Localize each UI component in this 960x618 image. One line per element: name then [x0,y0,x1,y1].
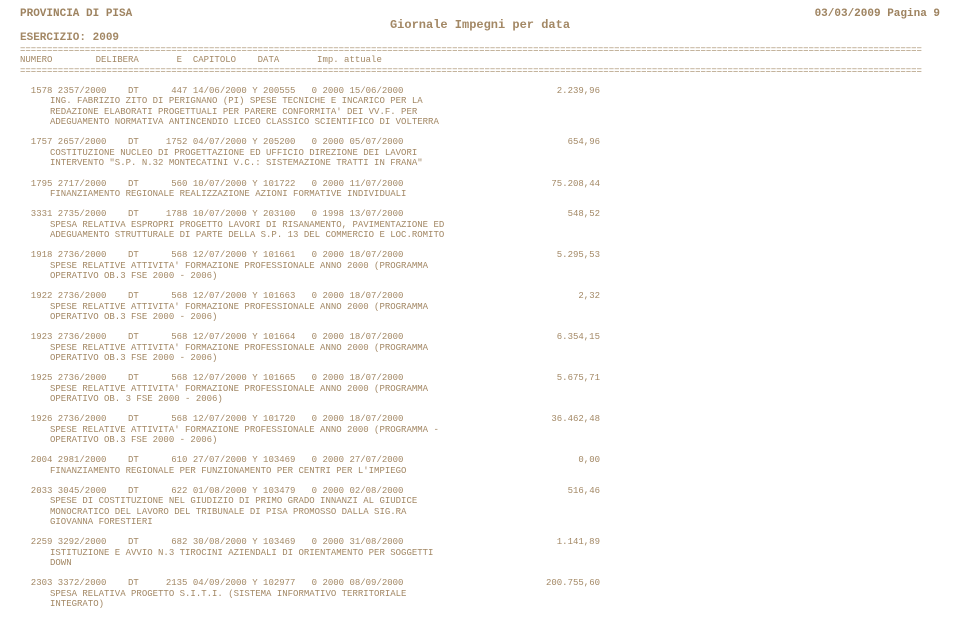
entry-amount: 1.141,89 [557,537,940,547]
entry-description: SPESE RELATIVE ATTIVITA' FORMAZIONE PROF… [20,425,450,446]
entry-description: SPESE RELATIVE ATTIVITA' FORMAZIONE PROF… [20,302,450,323]
entry-head: 2004 2981/2000 DT 610 27/07/2000 Y 10346… [20,455,403,465]
entry-amount: 0,00 [578,455,940,465]
entry-head: 1918 2736/2000 DT 568 12/07/2000 Y 10166… [20,250,403,260]
entry-description: SPESE RELATIVE ATTIVITA' FORMAZIONE PROF… [20,261,450,282]
entry-head: 1757 2657/2000 DT 1752 04/07/2000 Y 2052… [20,137,403,147]
entry-head: 1923 2736/2000 DT 568 12/07/2000 Y 10166… [20,332,403,342]
entry-description: SPESE RELATIVE ATTIVITA' FORMAZIONE PROF… [20,384,450,405]
entry-head: 2259 3292/2000 DT 682 30/08/2000 Y 10346… [20,537,403,547]
entry-description: FINANZIAMENTO REGIONALE PER FUNZIONAMENT… [20,466,450,476]
entry-description: SPESE RELATIVE ATTIVITA' FORMAZIONE PROF… [20,343,450,364]
entry-amount: 548,52 [568,209,940,219]
journal-entry: 1578 2357/2000 DT 447 14/06/2000 Y 20055… [20,86,940,127]
journal-entry: 1757 2657/2000 DT 1752 04/07/2000 Y 2052… [20,137,940,168]
journal-entry: 1925 2736/2000 DT 568 12/07/2000 Y 10166… [20,373,940,404]
entry-description: FINANZIAMENTO REGIONALE REALIZZAZIONE AZ… [20,189,450,199]
entry-head: 3331 2735/2000 DT 1788 10/07/2000 Y 2031… [20,209,403,219]
entry-description: SPESA RELATIVA PROGETTO S.I.T.I. (SISTEM… [20,589,450,610]
entry-description: SPESE DI COSTITUZIONE NEL GIUDIZIO DI PR… [20,496,450,527]
entry-description: ISTITUZIONE E AVVIO N.3 TIROCINI AZIENDA… [20,548,450,569]
entry-head: 1922 2736/2000 DT 568 12/07/2000 Y 10166… [20,291,403,301]
entry-amount: 75.208,44 [551,179,940,189]
entry-amount: 5.295,53 [557,250,940,260]
entry-amount: 36.462,48 [551,414,940,424]
entry-amount: 654,96 [568,137,940,147]
entry-head: 1578 2357/2000 DT 447 14/06/2000 Y 20055… [20,86,403,96]
journal-entry: 2004 2981/2000 DT 610 27/07/2000 Y 10346… [20,455,940,476]
entry-amount: 2.239,96 [557,86,940,96]
entry-head: 1795 2717/2000 DT 560 10/07/2000 Y 10172… [20,179,403,189]
entry-amount: 6.354,15 [557,332,940,342]
journal-entry: 1918 2736/2000 DT 568 12/07/2000 Y 10166… [20,250,940,281]
entry-amount: 5.675,71 [557,373,940,383]
entry-description: ING. FABRIZIO ZITO DI PERIGNANO (PI) SPE… [20,96,450,127]
entry-head: 2303 3372/2000 DT 2135 04/09/2000 Y 1029… [20,578,403,588]
entry-amount: 200.755,60 [546,578,940,588]
entry-head: 1926 2736/2000 DT 568 12/07/2000 Y 10172… [20,414,403,424]
journal-entry: 3331 2735/2000 DT 1788 10/07/2000 Y 2031… [20,209,940,240]
header-right: 03/03/2009 Pagina 9 [815,8,940,21]
entry-amount: 2,32 [578,291,940,301]
journal-entry: 2033 3045/2000 DT 622 01/08/2000 Y 10347… [20,486,940,527]
page-title: Giornale Impegni per data [20,19,940,33]
entry-amount: 516,46 [568,486,940,496]
column-headers: NUMERO DELIBERA E CAPITOLO DATA Imp. att… [20,55,940,65]
journal-entry: 2259 3292/2000 DT 682 30/08/2000 Y 10346… [20,537,940,568]
entry-description: SPESA RELATIVA ESPROPRI PROGETTO LAVORI … [20,220,450,241]
entry-head: 2033 3045/2000 DT 622 01/08/2000 Y 10347… [20,486,403,496]
journal-entry: 1922 2736/2000 DT 568 12/07/2000 Y 10166… [20,291,940,322]
journal-entry: 2303 3372/2000 DT 2135 04/09/2000 Y 1029… [20,578,940,609]
journal-entry: 1795 2717/2000 DT 560 10/07/2000 Y 10172… [20,179,940,200]
journal-entry: 1923 2736/2000 DT 568 12/07/2000 Y 10166… [20,332,940,363]
header-left: PROVINCIA DI PISA [20,8,132,21]
divider-top: ========================================… [20,45,940,55]
journal-entry: 1926 2736/2000 DT 568 12/07/2000 Y 10172… [20,414,940,445]
esercizio: ESERCIZIO: 2009 [20,32,940,45]
entry-head: 1925 2736/2000 DT 568 12/07/2000 Y 10166… [20,373,403,383]
divider-bottom: ========================================… [20,66,940,76]
entry-description: COSTITUZIONE NUCLEO DI PROGETTAZIONE ED … [20,148,450,169]
